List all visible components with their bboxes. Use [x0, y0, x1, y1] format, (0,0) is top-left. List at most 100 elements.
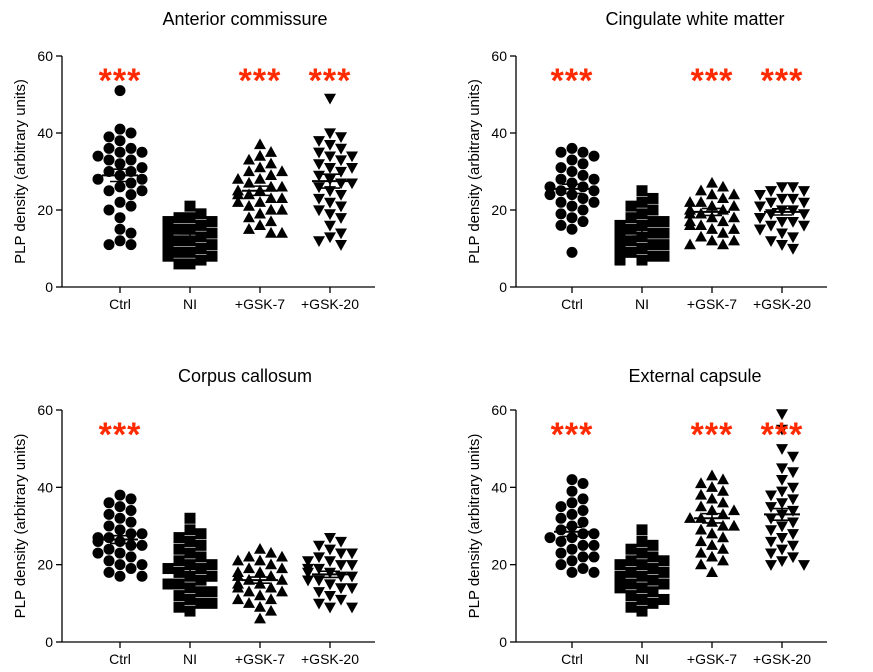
data-point — [103, 154, 115, 166]
data-point — [125, 127, 137, 139]
data-point — [206, 227, 218, 239]
data-point — [625, 543, 637, 555]
data-point — [324, 163, 336, 174]
data-point — [728, 199, 740, 211]
data-point — [566, 212, 578, 224]
x-tick-label: NI — [183, 651, 197, 667]
data-point — [577, 539, 589, 551]
data-point — [787, 182, 799, 194]
data-point — [798, 197, 810, 209]
data-point — [706, 234, 718, 246]
data-point — [103, 204, 115, 216]
data-point — [717, 496, 729, 508]
data-point — [658, 216, 670, 228]
data-point — [798, 209, 810, 221]
data-point — [614, 559, 626, 571]
data-point — [195, 586, 207, 598]
data-point — [103, 543, 115, 555]
data-point — [684, 207, 696, 219]
chart-title: Corpus callosum — [178, 366, 312, 386]
data-point — [173, 212, 185, 224]
data-point — [776, 463, 788, 475]
data-point — [335, 201, 347, 213]
data-point — [335, 594, 347, 606]
data-point — [162, 243, 174, 254]
data-point — [324, 556, 336, 567]
data-point — [206, 250, 218, 262]
data-point — [125, 142, 137, 154]
data-point — [265, 203, 277, 215]
data-point — [335, 132, 347, 144]
data-point — [103, 532, 115, 544]
y-tick-label: 40 — [491, 125, 507, 141]
data-point — [92, 535, 104, 547]
y-tick-label: 60 — [491, 402, 507, 418]
data-point — [658, 250, 670, 262]
data-point — [555, 512, 567, 524]
data-point — [684, 238, 696, 250]
data-point — [776, 544, 788, 556]
data-point — [717, 531, 729, 543]
data-point — [254, 566, 266, 577]
data-point — [324, 591, 336, 602]
data-point — [717, 226, 729, 238]
data-point — [184, 223, 196, 235]
data-point — [695, 558, 707, 570]
data-point — [125, 239, 137, 251]
data-point — [114, 181, 126, 193]
data-point — [313, 193, 325, 205]
data-point — [276, 550, 288, 562]
data-point — [254, 161, 266, 173]
data-point — [114, 547, 126, 559]
data-point — [232, 188, 244, 200]
data-point — [114, 196, 126, 208]
data-point — [324, 533, 336, 544]
data-point — [695, 477, 707, 489]
data-point — [647, 204, 659, 216]
data-point — [577, 516, 589, 528]
data-point — [114, 489, 126, 501]
y-tick-label: 20 — [491, 202, 507, 218]
x-tick-label: +GSK-20 — [301, 296, 359, 312]
data-point — [195, 563, 207, 575]
data-point — [787, 216, 799, 228]
data-point — [636, 547, 648, 559]
data-point — [625, 200, 637, 212]
data-point — [787, 517, 799, 529]
data-point — [114, 570, 126, 582]
data-point — [114, 85, 126, 97]
data-point — [625, 235, 637, 247]
data-point — [324, 232, 336, 244]
data-point — [588, 539, 600, 551]
data-point — [324, 209, 336, 221]
data-point — [776, 228, 788, 240]
data-point — [195, 539, 207, 551]
data-point — [636, 582, 648, 594]
data-point — [636, 254, 648, 266]
data-point — [184, 535, 196, 547]
data-point — [625, 590, 637, 602]
data-point — [636, 524, 648, 536]
data-point — [243, 153, 255, 165]
data-point — [173, 601, 185, 613]
data-point — [706, 527, 718, 539]
data-point — [313, 182, 325, 194]
data-point — [92, 547, 104, 559]
data-point — [787, 482, 799, 494]
data-point — [706, 550, 718, 562]
y-tick-label: 60 — [37, 48, 53, 64]
data-point — [717, 554, 729, 566]
data-point — [335, 548, 347, 560]
data-point — [114, 223, 126, 235]
data-point — [636, 208, 648, 220]
data-point — [125, 227, 137, 239]
data-point — [195, 597, 207, 609]
panel-anterior-commissure: Anterior commissure PLP density (arbitrar… — [12, 9, 375, 312]
data-point — [276, 165, 288, 177]
data-point — [566, 200, 578, 212]
data-point — [647, 216, 659, 228]
data-point — [184, 605, 196, 617]
data-point — [232, 173, 244, 184]
y-axis-label: PLP density (arbitrary units) — [12, 434, 29, 619]
data-point — [184, 559, 196, 571]
